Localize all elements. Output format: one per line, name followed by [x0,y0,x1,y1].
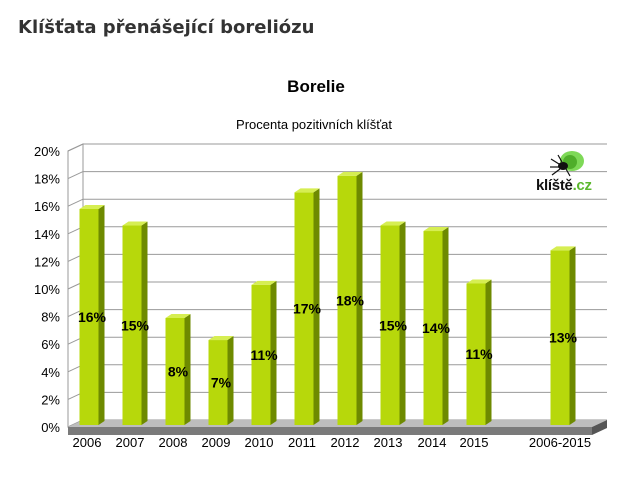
bar-2006 [79,204,105,425]
bar-front [208,340,228,425]
page-title: Klíšťata přenášející boreliózu [18,17,315,38]
bar-front [337,175,357,425]
data-label: 11% [465,346,493,362]
y-tick-label: 12% [34,254,60,269]
bar-top [550,246,576,251]
bar-side [569,246,576,425]
bar-top [380,221,406,226]
bar-top [165,313,191,318]
bar-2007 [122,221,148,425]
data-label: 7% [211,375,232,391]
bar-2015 [466,279,492,425]
gridline-diagonal [67,143,84,152]
bar-2014 [423,227,449,425]
x-category-label: 2008 [159,435,188,450]
bar-front [165,317,185,425]
bar-side [98,204,105,425]
bar-top [337,171,363,176]
chart-title: Borelie [287,77,345,96]
x-category-label: 2012 [331,435,360,450]
data-label: 18% [336,292,365,308]
x-category-label: 2015 [460,435,489,450]
y-tick-label: 20% [34,144,60,159]
x-category-label: 2011 [288,435,316,450]
bar-front [380,225,400,425]
x-category-label: 2009 [202,435,231,450]
data-label: 13% [549,330,578,346]
y-tick-label: 2% [41,392,60,407]
bar-top [251,280,277,285]
bar-top [423,227,449,232]
x-category-label: 2006 [73,435,102,450]
bar-top [122,221,148,226]
bar-2012 [337,171,363,425]
data-label: 15% [121,317,150,333]
bar-side [141,221,148,425]
gridline-diagonal [67,171,84,180]
bar-side [399,221,406,425]
x-category-label: 2013 [374,435,403,450]
data-label: 14% [422,320,451,336]
klistecz-logo: klíště.cz [532,150,592,198]
bar-top [79,204,105,209]
bar-front [79,208,99,425]
bar-side [485,279,492,425]
x-category-label: 2014 [418,435,447,450]
y-tick-label: 0% [41,420,60,435]
labels-layer: 0% 2% 4% 6% 8% 10% 12% 14% 16% 18% 20% 16% 2006 15% 20… [34,144,591,450]
bar-front [423,231,443,425]
bar-2008 [165,313,191,425]
bar-top [466,279,492,284]
data-label: 16% [78,309,107,325]
y-tick-label: 8% [41,310,60,325]
data-label: 15% [379,317,408,333]
x-category-label: 2006-2015 [529,435,591,450]
bar-front [294,192,314,425]
y-tick-label: 4% [41,365,60,380]
bar-side [356,171,363,425]
bar-top [294,188,320,193]
y-tick-label: 14% [34,227,60,242]
data-label: 8% [168,363,189,379]
x-category-label: 2010 [245,435,274,450]
bar-side [227,336,234,425]
x-category-label: 2007 [116,435,145,450]
y-tick-label: 10% [34,282,60,297]
bar-top [208,336,234,341]
bars-layer [79,171,576,425]
bar-2013 [380,221,406,425]
tick-icon [550,151,584,177]
bar-2006-2015 [550,246,576,425]
gridline-diagonal [67,198,84,207]
y-tick-label: 18% [34,172,60,187]
bar-side [270,280,277,425]
bar-front [550,250,570,425]
logo-text: klíště.cz [536,177,592,194]
bar-side [442,227,449,425]
bar-front [466,283,486,425]
bar-front [251,284,271,425]
y-tick-label: 16% [34,199,60,214]
plot-floor-front [68,427,592,435]
data-label: 17% [293,301,322,317]
bar-side [313,188,320,425]
bar-front [122,225,142,425]
bar-2010 [251,280,277,425]
chart-subtitle: Procenta pozitivních klíšťat [236,117,392,132]
bar-2009 [208,336,234,425]
data-label: 11% [250,347,278,363]
plot-floor-side [592,420,607,435]
bar-side [184,313,191,425]
y-tick-label: 6% [41,337,60,352]
bar-2011 [294,188,320,425]
